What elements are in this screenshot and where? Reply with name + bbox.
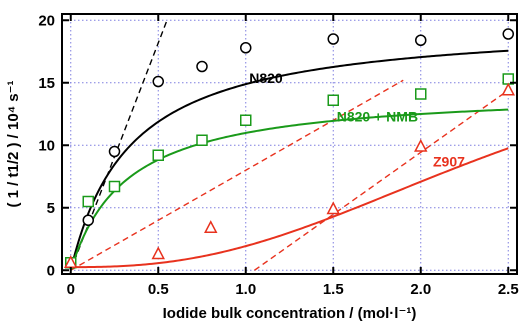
data-point-z907 bbox=[414, 138, 428, 152]
data-point-n820-nmb bbox=[240, 114, 252, 126]
annotation-z907: Z907 bbox=[433, 154, 465, 170]
data-point-n820-nmb bbox=[82, 195, 94, 208]
data-point-n820 bbox=[152, 75, 164, 88]
data-point-z907 bbox=[204, 220, 218, 233]
data-point-n820 bbox=[327, 33, 339, 45]
x-axis-label: Iodide bulk concentration / (mol·l⁻¹) bbox=[163, 305, 417, 322]
fit-curves bbox=[69, 49, 509, 271]
data-point-n820 bbox=[82, 214, 94, 226]
y-axis-label: ( 1 / t1/2 ) / 10⁴ s⁻¹ bbox=[5, 80, 22, 207]
annotation-n820: N820 bbox=[249, 70, 283, 86]
x-tick-label: 2.5 bbox=[498, 281, 519, 298]
data-point-n820 bbox=[502, 28, 514, 40]
y-tick-label: 5 bbox=[47, 200, 55, 217]
data-point-z907 bbox=[501, 82, 515, 96]
data-point-n820-nmb bbox=[196, 134, 208, 146]
series-annotations: N820 N820 + NMB Z907 bbox=[249, 70, 465, 170]
fit-curve-n820-nmb bbox=[69, 108, 509, 271]
plot-frame bbox=[61, 13, 518, 275]
fit-curve-n820 bbox=[69, 49, 509, 271]
data-point-z907 bbox=[326, 201, 340, 215]
y-tick-label: 15 bbox=[38, 75, 55, 92]
data-point-n820 bbox=[415, 34, 427, 46]
data-point-n820 bbox=[108, 145, 121, 158]
x-tick-label: 1.5 bbox=[323, 281, 344, 298]
data-point-n820-nmb bbox=[415, 88, 427, 100]
guide-line-1 bbox=[70, 79, 404, 271]
data-point-n820-nmb bbox=[327, 94, 339, 106]
gridlines bbox=[62, 14, 517, 274]
x-tick-label: 0.5 bbox=[148, 281, 169, 298]
annotation-n820-nmb: N820 + NMB bbox=[337, 109, 418, 125]
data-point-n820-nmb bbox=[152, 149, 164, 161]
y-tick-label: 20 bbox=[38, 12, 55, 29]
data-point-n820 bbox=[196, 60, 208, 73]
data-point-n820 bbox=[240, 42, 252, 54]
axis-ticks: 0 0.5 1.0 1.5 2.0 2.5 0 5 10 15 20 bbox=[38, 12, 518, 298]
x-tick-label: 0 bbox=[67, 281, 75, 298]
y-tick-label: 10 bbox=[38, 137, 55, 154]
guide-line-2 bbox=[254, 89, 509, 271]
data-point-n820-nmb bbox=[108, 180, 121, 193]
fit-curve-z907 bbox=[70, 147, 509, 269]
y-tick-label: 0 bbox=[47, 262, 55, 279]
x-tick-label: 2.0 bbox=[410, 281, 431, 298]
data-point-z907 bbox=[151, 246, 165, 260]
x-tick-label: 1.0 bbox=[235, 281, 256, 298]
data-markers bbox=[64, 28, 515, 269]
